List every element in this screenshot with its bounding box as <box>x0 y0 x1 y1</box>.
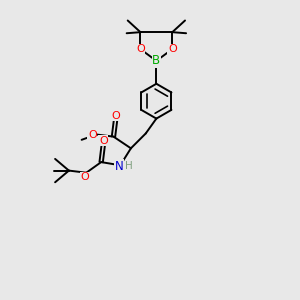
Text: O: O <box>111 111 120 121</box>
Text: O: O <box>168 44 177 54</box>
Text: O: O <box>81 172 90 182</box>
Text: O: O <box>88 130 97 140</box>
Text: H: H <box>125 161 133 171</box>
Text: O: O <box>136 44 145 54</box>
Text: N: N <box>115 160 124 173</box>
Text: O: O <box>99 136 108 146</box>
Text: B: B <box>152 54 160 67</box>
